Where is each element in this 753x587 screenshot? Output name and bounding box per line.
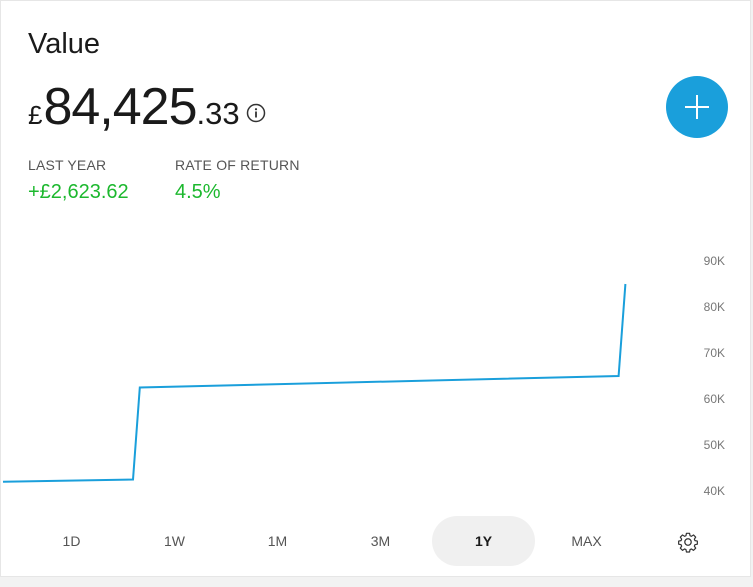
stat-last-year: LAST YEAR +£2,623.62 — [28, 157, 129, 204]
range-1y[interactable]: 1Y — [432, 516, 535, 566]
y-tick-label: 70K — [704, 346, 725, 360]
series-line — [2, 283, 627, 483]
balance-fraction: .33 — [196, 96, 240, 131]
currency-symbol: £ — [28, 100, 43, 130]
y-tick-label: 40K — [704, 484, 725, 498]
range-1d[interactable]: 1D — [62, 533, 81, 549]
info-icon[interactable] — [246, 103, 266, 123]
range-3m[interactable]: 3M — [370, 533, 391, 549]
card-title: Value — [28, 28, 101, 60]
range-1w[interactable]: 1W — [164, 533, 185, 549]
balance-value: £ 84,425 .33 — [28, 77, 266, 137]
plus-icon — [685, 95, 709, 119]
gear-icon[interactable] — [677, 531, 699, 553]
stat-value: +£2,623.62 — [28, 181, 129, 203]
stat-value: 4.5% — [175, 181, 221, 203]
range-1m[interactable]: 1M — [267, 533, 288, 549]
balance-whole: 84,425 — [43, 78, 197, 136]
y-tick-label: 80K — [704, 300, 725, 314]
y-tick-label: 60K — [704, 392, 725, 406]
y-tick-label: 50K — [704, 438, 725, 452]
y-tick-label: 90K — [704, 254, 725, 268]
stat-label: RATE OF RETURN — [175, 157, 300, 173]
stat-rate-of-return: RATE OF RETURN 4.5% — [175, 157, 300, 204]
add-button[interactable] — [666, 76, 728, 138]
stat-label: LAST YEAR — [28, 157, 107, 173]
range-max[interactable]: MAX — [571, 533, 602, 549]
value-chart: 90K 80K 70K 60K 50K 40K — [2, 254, 725, 498]
time-range-selector: 1D 1W 1M 3M 1Y MAX — [1, 516, 752, 568]
